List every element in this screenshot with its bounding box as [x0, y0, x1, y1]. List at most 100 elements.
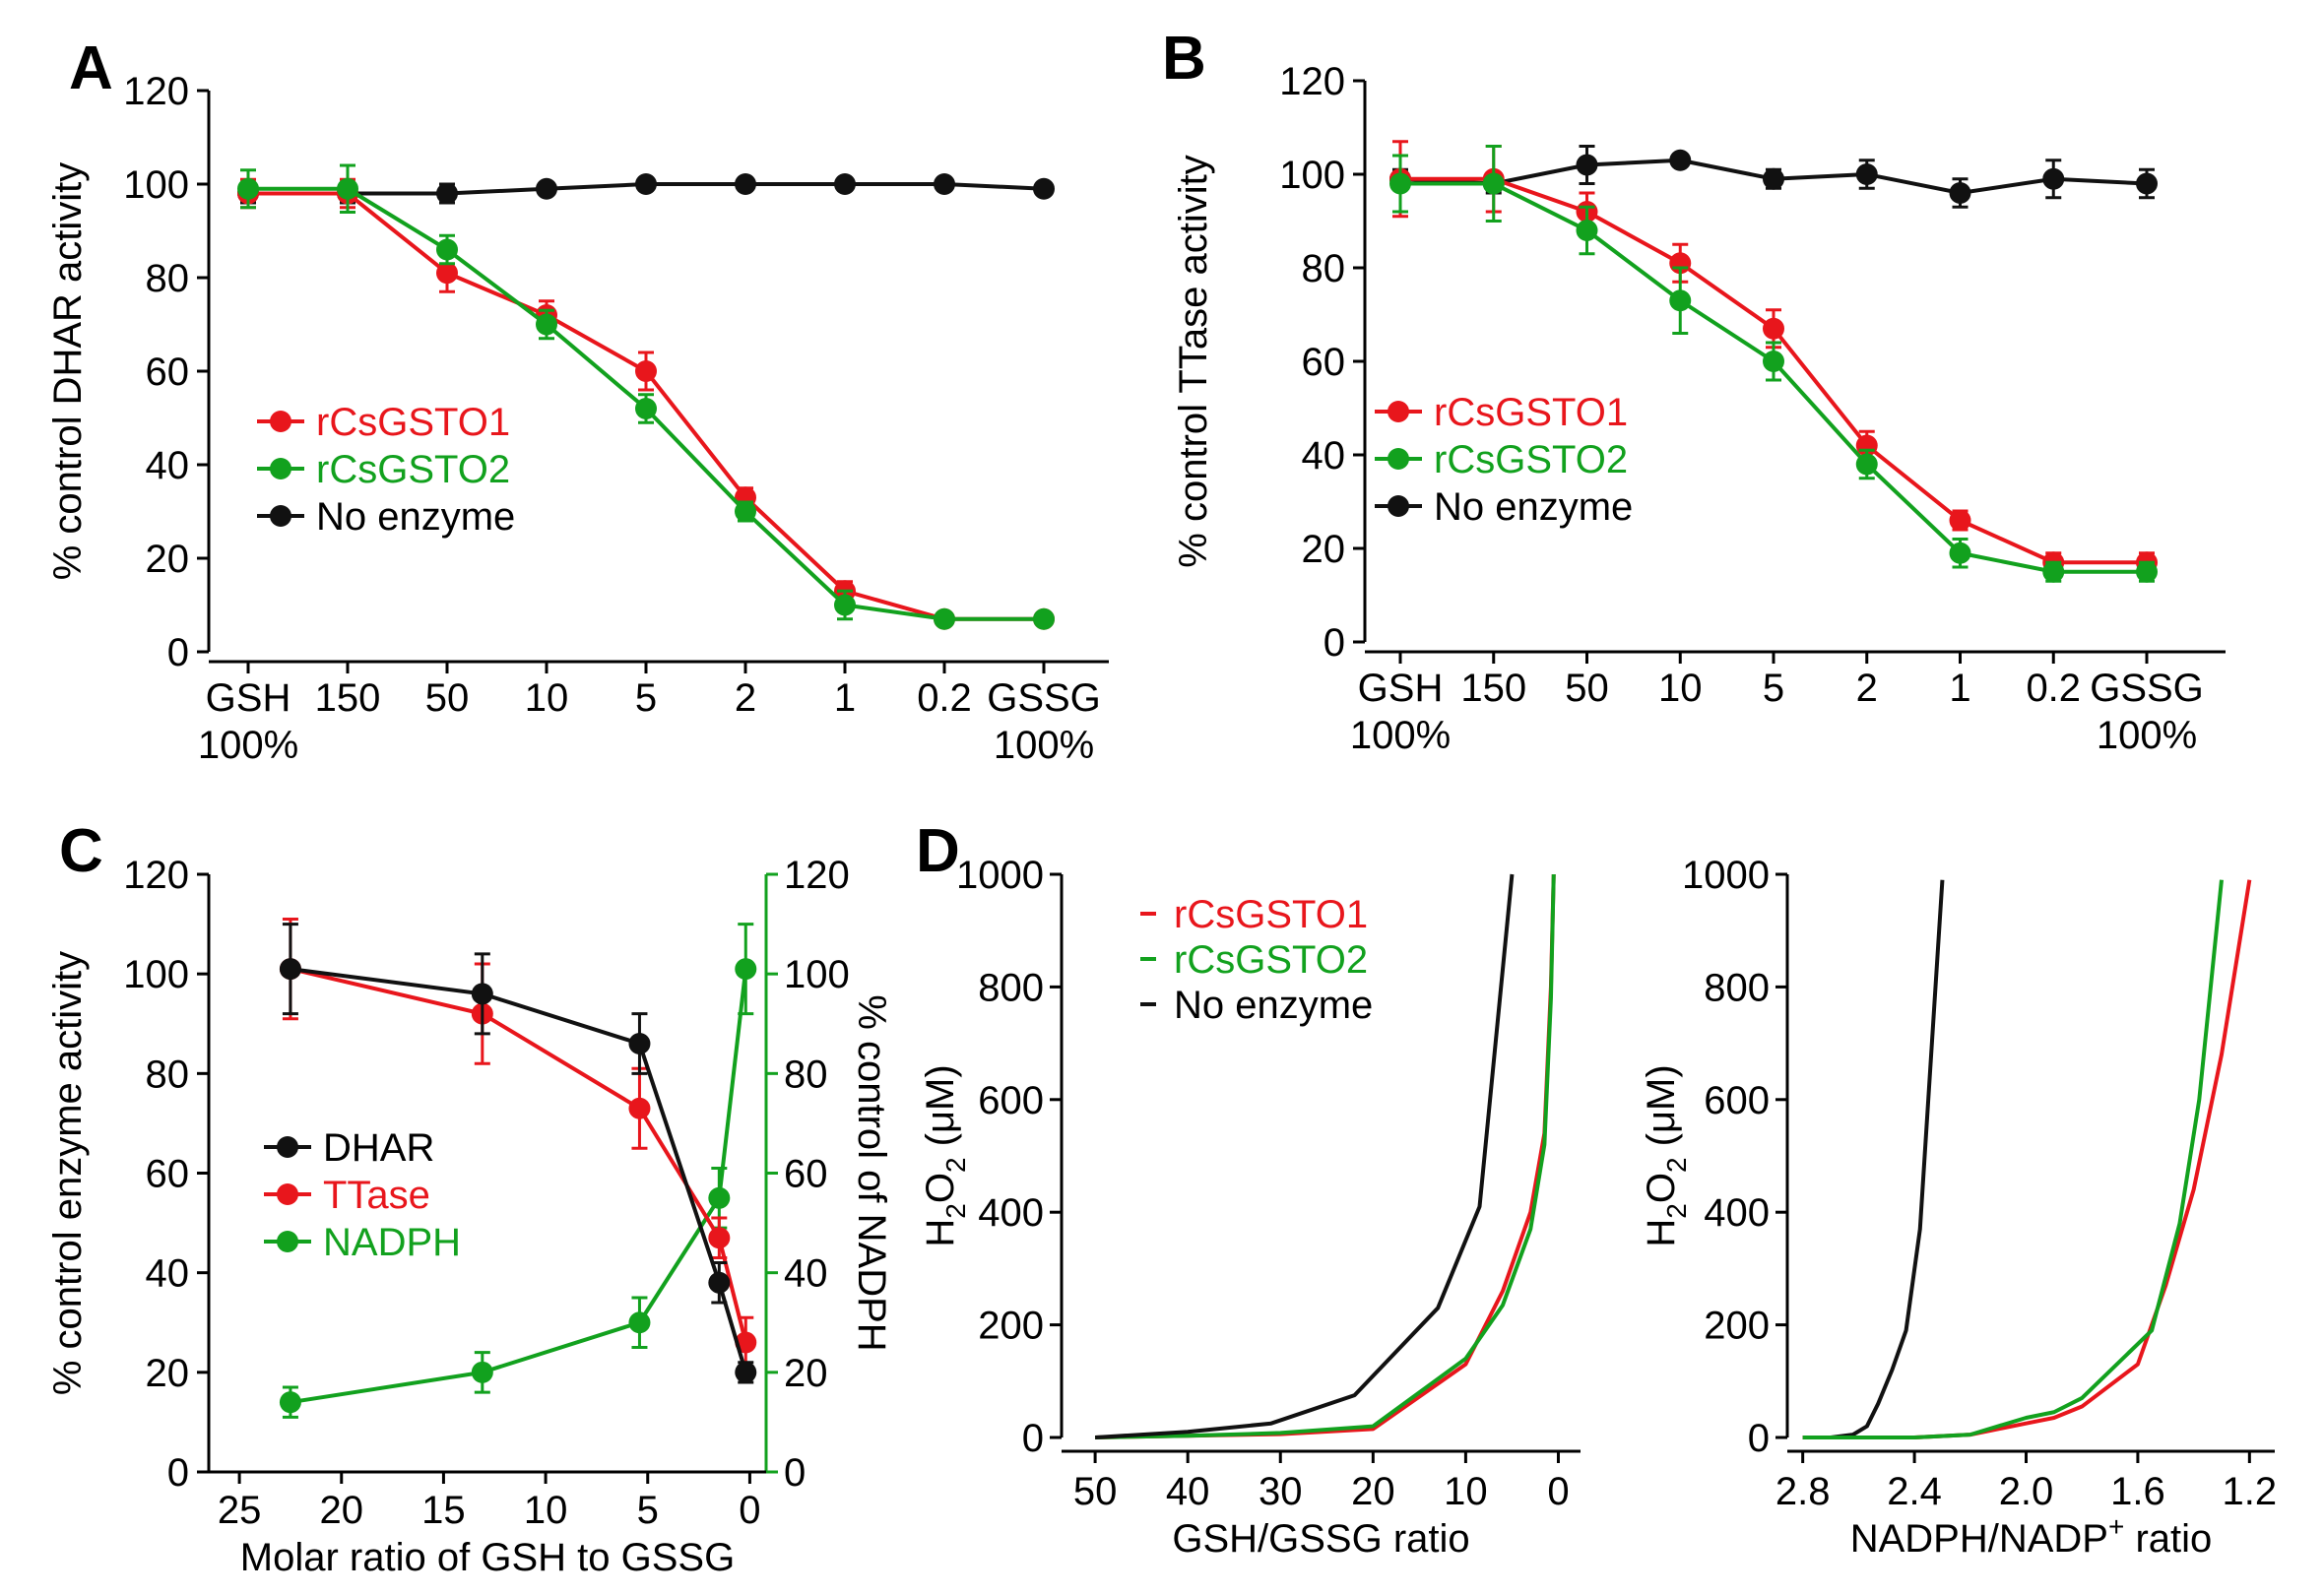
x-tick-label: 40	[1166, 1470, 1210, 1513]
x-tick-label: 2.8	[1775, 1470, 1831, 1513]
y-tick-label: 40	[146, 444, 190, 487]
y2-tick-label: 0	[784, 1451, 806, 1495]
y-tick-label: 20	[1302, 528, 1346, 571]
y-axis-title: % control TTase activity	[1172, 155, 1215, 567]
x-tick-label: 5	[635, 676, 657, 720]
x-tick-label: GSSG	[2090, 667, 2204, 710]
data-point	[337, 177, 358, 200]
x-tick-label: 20	[320, 1489, 364, 1532]
y-tick-label: 60	[1302, 341, 1346, 384]
y-tick-label: 800	[1704, 966, 1770, 1009]
legend-marker	[270, 411, 291, 432]
data-point	[436, 182, 458, 205]
legend-marker	[1388, 401, 1409, 422]
x-tick-label: 50	[1073, 1470, 1118, 1513]
data-point	[1669, 289, 1692, 312]
legend-marker	[277, 1136, 298, 1158]
y-tick-label: 200	[1704, 1305, 1770, 1348]
data-point	[1949, 509, 1971, 532]
data-point	[471, 983, 493, 1005]
legend-label: rCsGSTO2	[316, 448, 510, 491]
legend-label: rCsGSTO1	[316, 401, 510, 444]
x-axis-title: GSH/GSSG ratio	[1172, 1517, 1469, 1561]
x-tick-label: 50	[1565, 667, 1609, 710]
x-tick-label: 1.2	[2223, 1470, 2278, 1513]
y-tick-label: 60	[146, 1153, 190, 1196]
series-line-no-enzyme	[1094, 873, 1515, 1439]
y-tick-label: 0	[1323, 621, 1345, 665]
x-tick-label: 2	[735, 676, 756, 720]
legend-marker	[1388, 495, 1409, 517]
y-title-unit: (μM)	[1640, 1064, 1683, 1157]
x-tick-label: 150	[315, 676, 381, 720]
data-point	[628, 1097, 651, 1119]
x-tick-label: 10	[524, 1489, 568, 1532]
x-tick-label: 10	[525, 676, 569, 720]
x-tick-label: 2.0	[1999, 1470, 2054, 1513]
legend-marker	[1388, 448, 1409, 470]
data-point	[735, 500, 756, 523]
data-point	[735, 1361, 757, 1383]
data-point	[1763, 317, 1784, 340]
x-tick-label: 2	[1856, 667, 1878, 710]
x-tick-label: 20	[1351, 1470, 1395, 1513]
panel-letter-b: B	[1162, 25, 1206, 93]
y-title-sub2: 2	[1661, 1157, 1692, 1173]
x-tick-label: 1.6	[2110, 1470, 2165, 1513]
legend-label: rCsGSTO1	[1434, 391, 1628, 434]
x-tick-label: 0.2	[917, 676, 972, 720]
y-axis-title: % control DHAR activity	[46, 162, 90, 581]
x-tick-label: 0	[739, 1489, 760, 1532]
y-axis-title: H2O2 (μM)	[919, 1064, 971, 1246]
y2-tick-label: 100	[784, 953, 850, 996]
x-tick-label: 50	[425, 676, 470, 720]
y-tick-label: 40	[1302, 434, 1346, 478]
x-tick-label: 0	[1547, 1470, 1569, 1513]
x-tick-sublabel: 100%	[994, 724, 1094, 767]
data-point	[436, 238, 458, 261]
y-tick-label: 60	[146, 351, 190, 394]
panel-c: 0 20 40 60 80 100 120 0 20 40 60 80 100 120 25 20 15 10 5 0…	[46, 854, 893, 1579]
y2-tick-label: 80	[784, 1053, 828, 1096]
data-point	[237, 177, 259, 200]
data-point	[1669, 149, 1692, 171]
x-tick-sublabel: 100%	[1350, 714, 1451, 757]
x-tick-label: 1	[1949, 667, 1970, 710]
legend-marker	[277, 1231, 298, 1252]
x-tick-sublabel: 100%	[198, 724, 298, 767]
y2-tick-label: 20	[784, 1352, 828, 1395]
legend-label: No enzyme	[316, 495, 515, 539]
data-point	[635, 398, 657, 419]
data-point	[735, 958, 757, 981]
y2-axis-title: % control of NADPH	[850, 994, 893, 1351]
data-point	[2042, 167, 2065, 190]
data-point	[2042, 560, 2065, 583]
series-line-rcsgsto2	[1802, 879, 2224, 1439]
y-title-o: O	[1640, 1173, 1683, 1203]
data-point	[1855, 163, 1878, 185]
y-tick-label: 120	[123, 70, 189, 113]
data-point	[1763, 167, 1784, 190]
legend-marker	[277, 1183, 298, 1205]
data-point	[1763, 351, 1784, 372]
data-point	[834, 594, 856, 616]
series-rcsgsto2	[237, 163, 1055, 630]
data-point	[536, 177, 557, 200]
y-tick-label: 0	[167, 1451, 189, 1495]
y-tick-label: 40	[146, 1252, 190, 1296]
y-tick-label: 80	[146, 257, 190, 300]
legend-marker	[270, 505, 291, 527]
y-title-o: O	[919, 1173, 962, 1203]
y-tick-label: 400	[978, 1191, 1044, 1235]
y-tick-label: 600	[978, 1079, 1044, 1122]
series-no-enzyme	[1389, 145, 2158, 209]
y-title-sub: 2	[1661, 1203, 1692, 1219]
y-tick-label: 600	[1704, 1079, 1770, 1122]
y-title-sub: 2	[940, 1203, 971, 1219]
x-tick-label: 10	[1658, 667, 1703, 710]
